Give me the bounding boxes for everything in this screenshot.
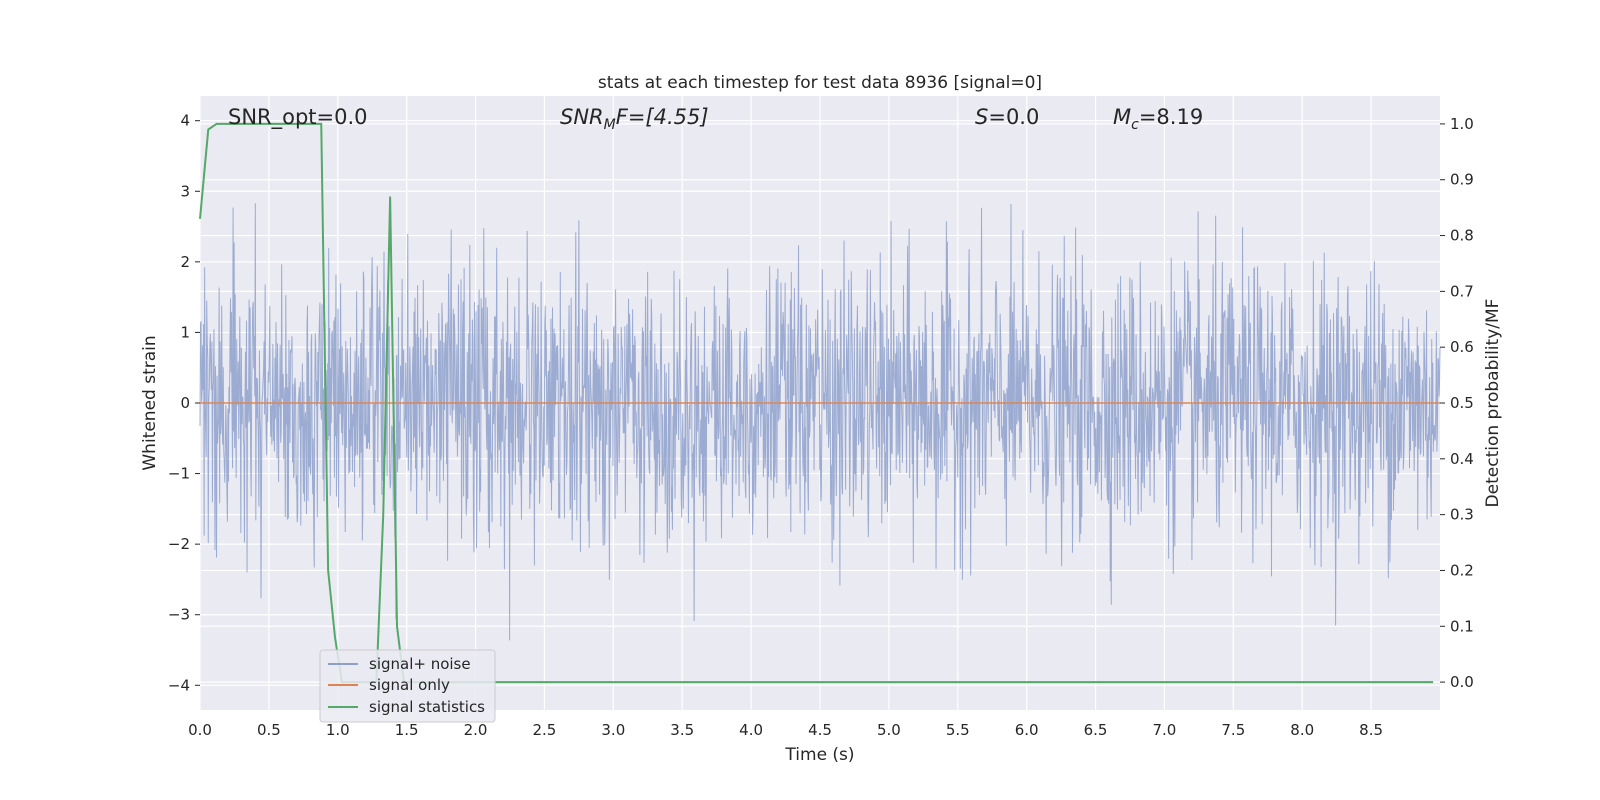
y-tick-label: 3 bbox=[180, 182, 190, 200]
legend: signal+ noise signal only signal statist… bbox=[319, 649, 496, 723]
y2-tick-label: 0.4 bbox=[1450, 450, 1474, 468]
x-tick-label: 0.5 bbox=[257, 721, 281, 739]
y2-tick-label: 0.3 bbox=[1450, 506, 1474, 524]
y-tick-label: −3 bbox=[168, 606, 190, 624]
x-tick-label: 5.0 bbox=[877, 721, 901, 739]
y2-tick-label: 0.5 bbox=[1450, 394, 1474, 412]
legend-label-signal-statistics: signal statistics bbox=[369, 698, 485, 716]
y2-tick-label: 0.7 bbox=[1450, 282, 1474, 300]
annotation-snr-mf-name: SNR bbox=[560, 105, 604, 129]
y2-tick-label: 0.2 bbox=[1450, 561, 1474, 579]
y-tick-label: −4 bbox=[168, 676, 190, 694]
legend-box bbox=[319, 649, 496, 723]
y2-tick-label: 1.0 bbox=[1450, 115, 1474, 133]
annotation-snr-mf: SNRMF=[4.55] bbox=[560, 105, 709, 133]
annotation-s-name: S bbox=[975, 105, 988, 129]
y2-axis-label: Detection probability/MF bbox=[1483, 299, 1503, 508]
y2-tick-label: 0.1 bbox=[1450, 617, 1474, 635]
y2-tick-label: 0.9 bbox=[1450, 171, 1474, 189]
x-tick-label: 1.0 bbox=[326, 721, 350, 739]
x-tick-label: 2.5 bbox=[533, 721, 557, 739]
annotation-s: S=0.0 bbox=[975, 105, 1039, 129]
annotation-mc-value: =8.19 bbox=[1139, 105, 1203, 129]
x-axis-ticks: 0.0 0.5 1.0 1.5 2.0 2.5 3.0 3.5 4.0 4.5 5.0 5.5 6.0 6… bbox=[188, 721, 1383, 739]
x-tick-label: 3.5 bbox=[670, 721, 694, 739]
y-tick-label: 0 bbox=[180, 394, 190, 412]
x-axis-label: Time (s) bbox=[784, 745, 854, 765]
x-tick-label: 6.5 bbox=[1084, 721, 1108, 739]
annotation-mc-name: M bbox=[1113, 105, 1131, 129]
x-tick-label: 5.5 bbox=[946, 721, 970, 739]
series-line-signal-noise bbox=[199, 203, 1441, 641]
annotation-snr-opt: SNR_opt=0.0 bbox=[228, 105, 368, 130]
x-tick-label: 4.0 bbox=[739, 721, 763, 739]
y2-axis-ticks: 1.0 0.9 0.8 0.7 0.6 0.5 0.4 0.3 0.2 0.1 0.0 bbox=[1440, 115, 1474, 691]
annotation-mc: Mc=8.19 bbox=[1113, 105, 1203, 133]
series-signal-noise bbox=[199, 203, 1441, 641]
x-tick-label: 7.5 bbox=[1221, 721, 1245, 739]
x-tick-label: 6.0 bbox=[1015, 721, 1039, 739]
y-tick-label: −1 bbox=[168, 465, 190, 483]
x-tick-label: 7.0 bbox=[1153, 721, 1177, 739]
x-tick-label: 2.0 bbox=[464, 721, 488, 739]
annotation-snr-mf-sub: M bbox=[604, 117, 616, 133]
x-tick-label: 8.5 bbox=[1359, 721, 1383, 739]
chart-title: stats at each timestep for test data 893… bbox=[598, 73, 1042, 93]
x-tick-label: 0.0 bbox=[188, 721, 212, 739]
legend-label-signal-only: signal only bbox=[369, 676, 450, 694]
annotation-mc-sub: c bbox=[1131, 117, 1139, 133]
x-tick-label: 1.5 bbox=[395, 721, 419, 739]
annotation-s-value: =0.0 bbox=[988, 105, 1039, 129]
y-tick-label: 4 bbox=[180, 112, 190, 130]
legend-label-signal-noise: signal+ noise bbox=[369, 655, 471, 673]
y2-tick-label: 0.8 bbox=[1450, 227, 1474, 245]
annotation-snr-mf-rest: F=[4.55] bbox=[616, 105, 709, 129]
y2-tick-label: 0.6 bbox=[1450, 338, 1474, 356]
y-tick-label: 2 bbox=[180, 253, 190, 271]
y-axis-label: Whitened strain bbox=[140, 335, 160, 470]
series-line-signal-statistics bbox=[199, 122, 1434, 684]
series-signal-statistics bbox=[199, 122, 1434, 684]
y-tick-label: −2 bbox=[168, 535, 190, 553]
y-tick-label: 1 bbox=[180, 323, 190, 341]
y-axis-ticks: 4 3 2 1 0 −1 −2 −3 −4 bbox=[168, 112, 200, 694]
x-tick-label: 8.0 bbox=[1290, 721, 1314, 739]
x-tick-label: 4.5 bbox=[808, 721, 832, 739]
y2-tick-label: 0.0 bbox=[1450, 673, 1474, 691]
x-tick-label: 3.0 bbox=[601, 721, 625, 739]
